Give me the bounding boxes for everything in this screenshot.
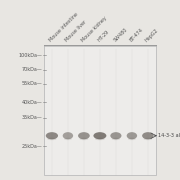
Text: Mouse kidney: Mouse kidney — [80, 16, 108, 43]
Ellipse shape — [112, 138, 120, 140]
Bar — [44, 45, 156, 175]
Ellipse shape — [110, 132, 122, 139]
Text: 70kDa—: 70kDa— — [22, 67, 42, 72]
Ellipse shape — [80, 138, 88, 140]
Ellipse shape — [128, 138, 136, 140]
Text: BT-474: BT-474 — [128, 28, 144, 43]
Text: HT-29: HT-29 — [96, 30, 110, 43]
Ellipse shape — [142, 132, 154, 139]
Ellipse shape — [144, 138, 152, 140]
Ellipse shape — [46, 132, 58, 139]
Ellipse shape — [47, 138, 57, 140]
Text: 40kDa—: 40kDa— — [22, 100, 42, 105]
Text: Mouse liver: Mouse liver — [64, 20, 88, 43]
Ellipse shape — [95, 138, 105, 140]
Ellipse shape — [78, 132, 90, 139]
Text: 35kDa—: 35kDa— — [22, 115, 42, 120]
Text: SW480: SW480 — [112, 27, 128, 43]
Text: 55kDa—: 55kDa— — [22, 81, 42, 86]
Ellipse shape — [64, 138, 72, 140]
Text: HepG2: HepG2 — [144, 28, 160, 43]
Ellipse shape — [63, 132, 73, 139]
Text: 100kDa—: 100kDa— — [18, 53, 42, 58]
Ellipse shape — [93, 132, 106, 139]
Text: 14-3-3 alpha/beta: 14-3-3 alpha/beta — [158, 133, 180, 138]
Text: Mouse intestine: Mouse intestine — [48, 12, 79, 43]
Text: 25kDa—: 25kDa— — [22, 144, 42, 148]
Ellipse shape — [127, 132, 137, 139]
